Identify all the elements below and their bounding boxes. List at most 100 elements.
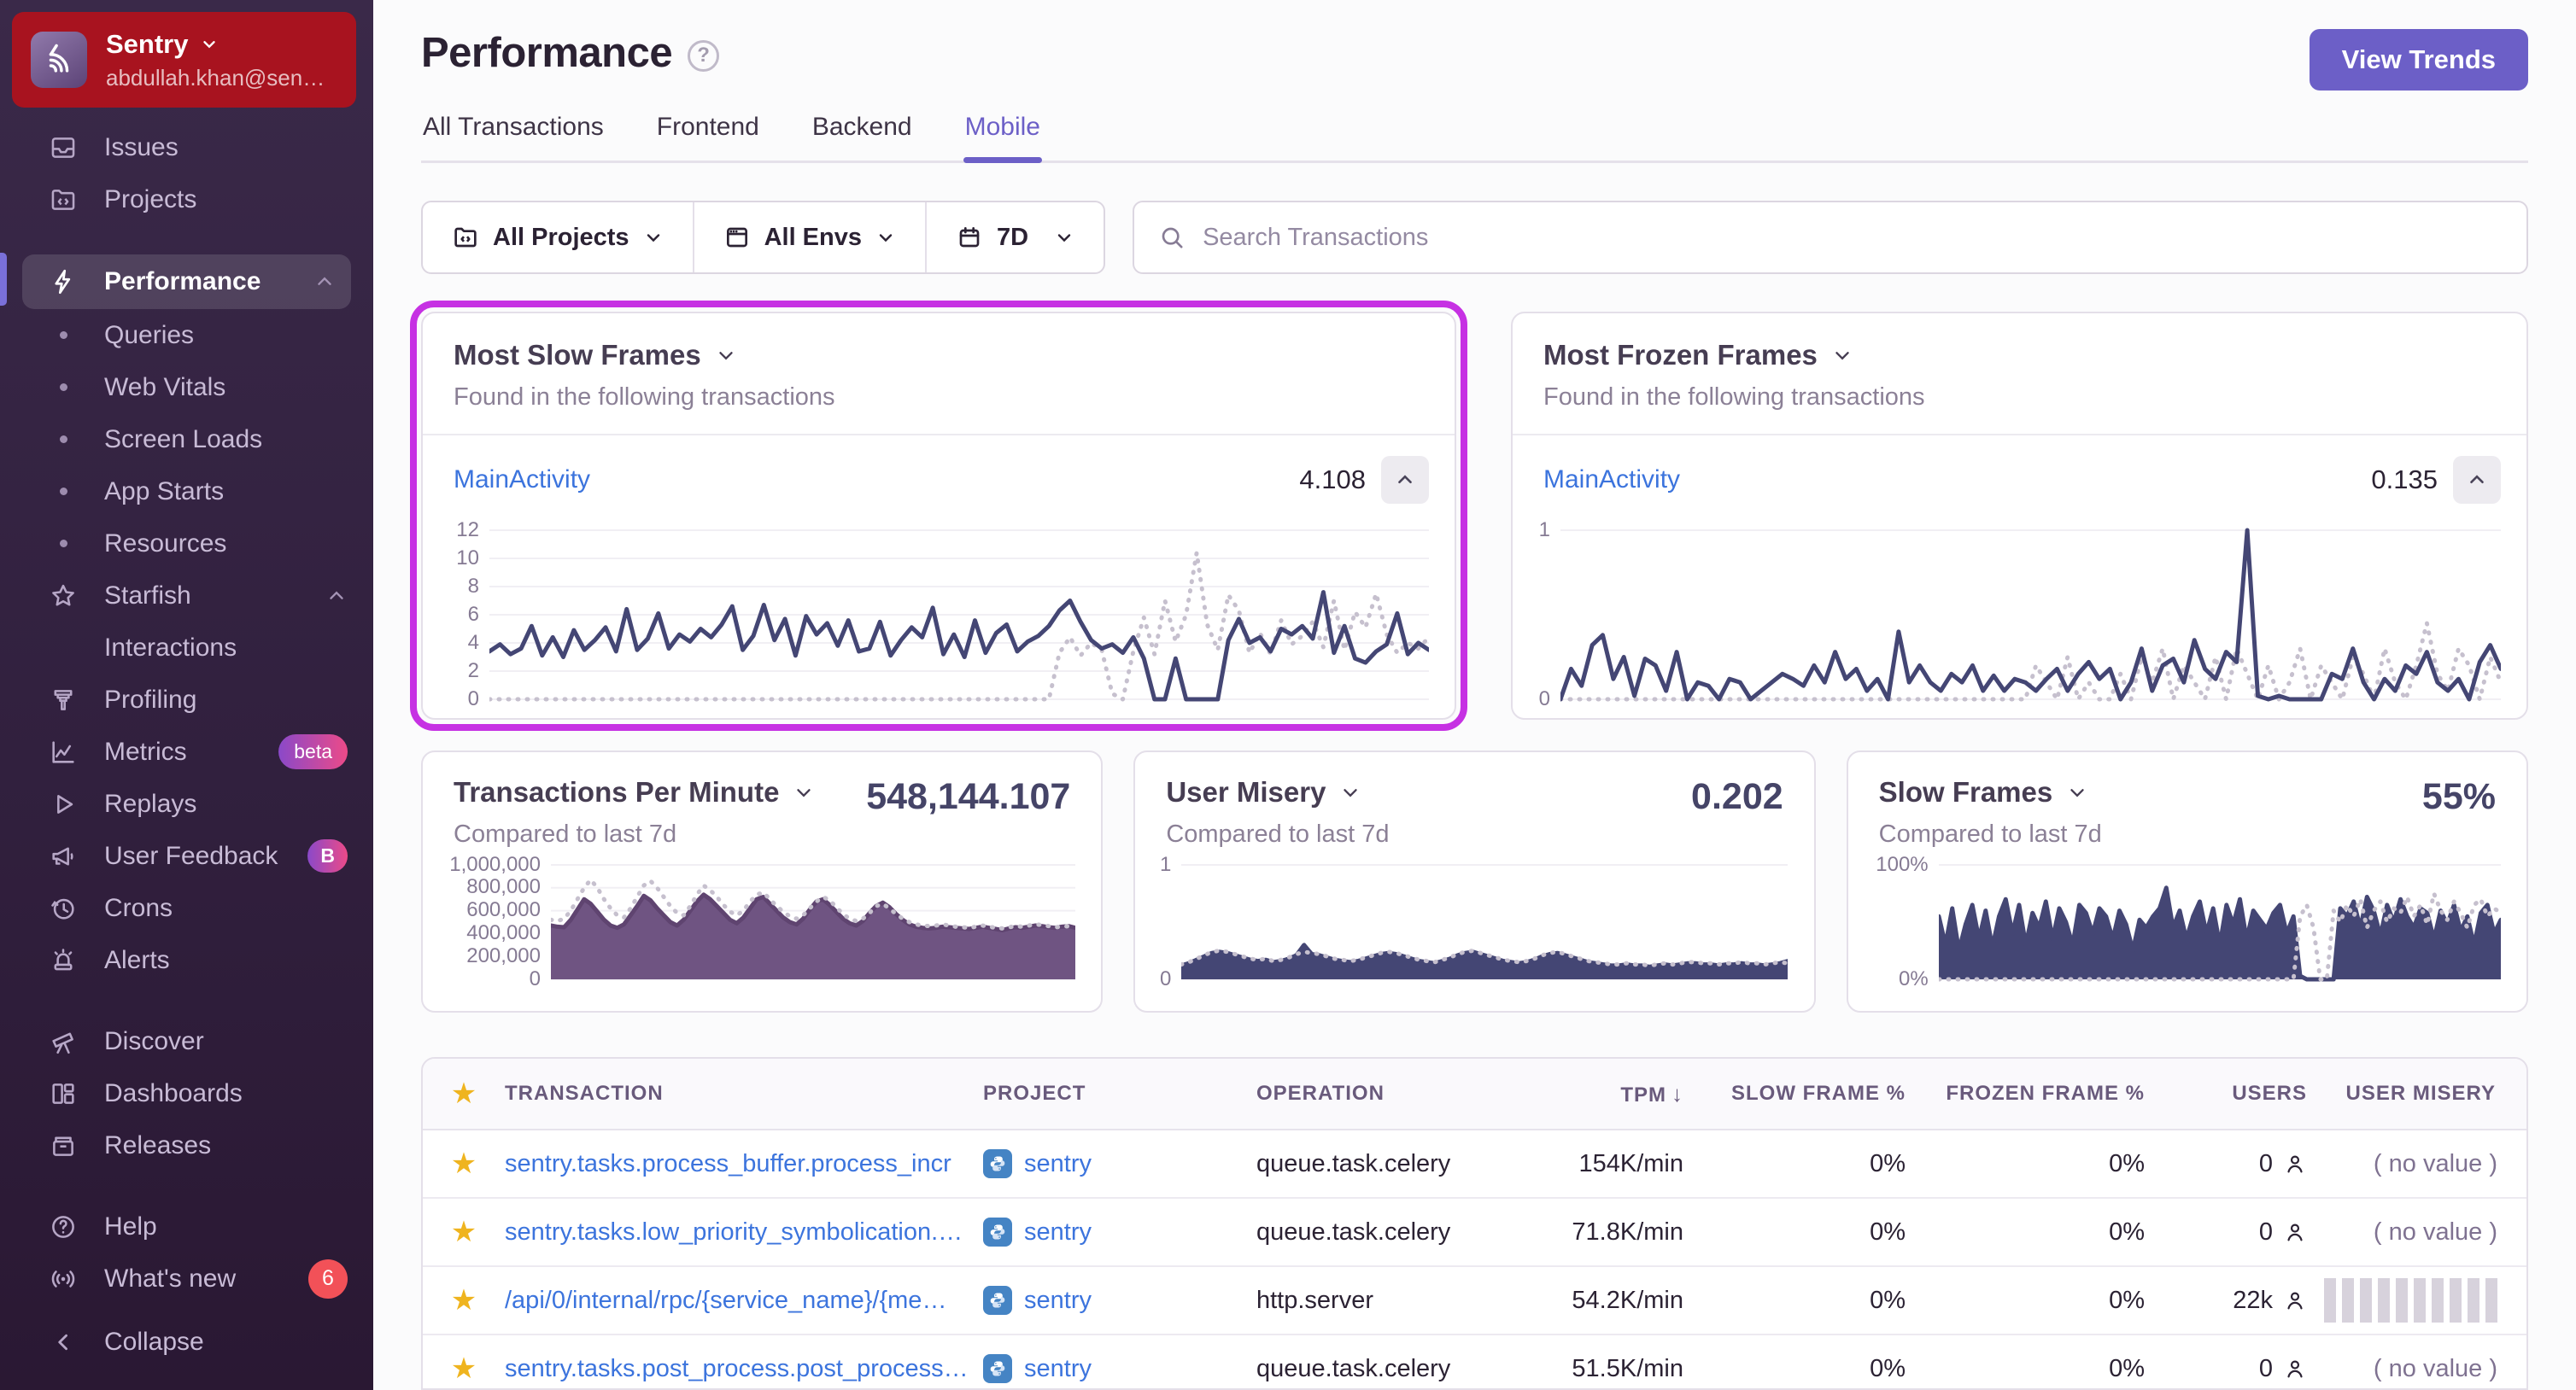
filter-bar: All Projects All Envs 7D <box>421 201 2528 274</box>
widget-big-value: 0.202 <box>1691 775 1783 817</box>
chevron-down-icon[interactable] <box>793 781 815 803</box>
sidebar-item-performance[interactable]: Performance <box>22 254 351 309</box>
sidebar-item-starfish[interactable]: Starfish <box>0 569 373 622</box>
series-previous-period <box>1560 621 2501 702</box>
chevron-down-icon[interactable] <box>1339 781 1361 803</box>
tab-mobile[interactable]: Mobile <box>963 113 1043 163</box>
sidebar-item-dashboards[interactable]: Dashboards <box>0 1067 373 1119</box>
table-row: ★ /api/0/internal/rpc/{service_name}/{me…… <box>423 1267 2526 1336</box>
column-header-slow-frame[interactable]: SLOW FRAME % <box>1731 1082 1906 1106</box>
transaction-link[interactable]: MainActivity <box>454 465 591 494</box>
python-icon <box>983 1218 1012 1247</box>
sidebar-item-app-starts[interactable]: App Starts <box>0 465 373 517</box>
favorite-star-icon[interactable]: ★ <box>450 1148 477 1181</box>
search-input[interactable] <box>1203 223 2503 252</box>
sidebar-item-resources[interactable]: Resources <box>0 517 373 569</box>
environment-filter[interactable]: All Envs <box>692 202 925 272</box>
collapse-row-button[interactable] <box>1381 456 1429 504</box>
user-icon <box>2287 1360 2303 1378</box>
sidebar-collapse-button[interactable]: Collapse <box>0 1316 373 1368</box>
chevron-down-icon[interactable] <box>2066 781 2088 803</box>
megaphone-icon <box>44 842 82 871</box>
transaction-link[interactable]: /api/0/internal/rpc/{service_name}/{me… <box>505 1286 947 1314</box>
sidebar-item-metrics[interactable]: Metrics beta <box>0 726 373 778</box>
column-header-transaction[interactable]: TRANSACTION <box>505 1082 664 1106</box>
users-cell: 22k <box>2233 1287 2307 1315</box>
chevron-up-icon <box>318 277 331 285</box>
python-icon <box>983 1354 1012 1384</box>
project-filter[interactable]: All Projects <box>423 202 693 272</box>
column-header-project[interactable]: PROJECT <box>983 1082 1086 1106</box>
widget-title: Most Frozen Frames <box>1543 339 1818 371</box>
transactions-table: ★ TRANSACTION PROJECT OPERATION TPM ↓ SLO… <box>421 1057 2528 1390</box>
widget-title: Slow Frames <box>1878 775 2053 808</box>
sidebar-item-whats-new[interactable]: What's new 6 <box>0 1253 373 1305</box>
slow-frame-cell: 0% <box>1870 1286 1906 1314</box>
transaction-link[interactable]: sentry.tasks.process_buffer.process_incr <box>505 1149 951 1177</box>
tab-all-transactions[interactable]: All Transactions <box>423 113 604 141</box>
org-switcher[interactable]: Sentry abdullah.khan@sen… <box>12 12 356 108</box>
tab-frontend[interactable]: Frontend <box>656 113 759 141</box>
sidebar-item-screen-loads[interactable]: Screen Loads <box>0 413 373 465</box>
chevron-down-icon[interactable] <box>1831 344 1853 366</box>
sidebar-item-replays[interactable]: Replays <box>0 778 373 830</box>
most-slow-frames-chart: 12 10 8 6 4 2 0 <box>423 518 1455 710</box>
transaction-link[interactable]: sentry.tasks.low_priority_symbolication.… <box>505 1218 963 1246</box>
sidebar-item-issues[interactable]: Issues <box>0 121 373 173</box>
date-range-filter[interactable]: 7D <box>925 202 1104 272</box>
column-header-tpm[interactable]: TPM ↓ <box>1620 1080 1683 1107</box>
sidebar-item-interactions[interactable]: Interactions <box>0 622 373 674</box>
view-trends-button[interactable]: View Trends <box>2309 29 2528 91</box>
column-header-operation[interactable]: OPERATION <box>1256 1082 1385 1106</box>
help-icon[interactable]: ? <box>688 39 720 72</box>
sidebar-item-label: Profiling <box>104 685 197 714</box>
sidebar-item-queries[interactable]: Queries <box>0 309 373 361</box>
table-body: ★ sentry.tasks.process_buffer.process_inc… <box>423 1130 2526 1388</box>
transaction-link[interactable]: sentry.tasks.post_process.post_process… <box>505 1354 969 1382</box>
siren-icon <box>44 946 82 975</box>
sidebar-item-alerts[interactable]: Alerts <box>0 934 373 986</box>
column-header-user-misery[interactable]: USER MISERY <box>2345 1082 2496 1106</box>
user-icon <box>2287 1155 2303 1173</box>
sidebar-item-projects[interactable]: Projects <box>0 173 373 225</box>
user-misery-cell: ( no value ) <box>2373 1149 2497 1177</box>
project-link[interactable]: sentry <box>1024 1354 1092 1382</box>
widget-subtitle: Compared to last 7d <box>1166 820 1390 848</box>
users-cell: 0 <box>2259 1150 2307 1178</box>
favorite-star-header-icon[interactable]: ★ <box>450 1078 477 1111</box>
chevron-down-icon[interactable] <box>715 344 737 366</box>
project-link[interactable]: sentry <box>1024 1149 1092 1177</box>
sidebar-item-crons[interactable]: Crons <box>0 882 373 934</box>
favorite-star-icon[interactable]: ★ <box>450 1216 477 1249</box>
sidebar-item-web-vitals[interactable]: Web Vitals <box>0 361 373 413</box>
sidebar-item-releases[interactable]: Releases <box>0 1119 373 1171</box>
column-header-users[interactable]: USERS <box>2232 1082 2307 1106</box>
favorite-star-icon[interactable]: ★ <box>450 1352 477 1386</box>
y-axis-tick: 400,000 <box>466 920 541 944</box>
sidebar-item-profiling[interactable]: Profiling <box>0 674 373 726</box>
main-content: Performance ? View Trends All Transactio… <box>373 0 2576 1390</box>
transaction-link[interactable]: MainActivity <box>1543 465 1681 494</box>
favorite-star-icon[interactable]: ★ <box>450 1284 477 1317</box>
collapse-row-button[interactable] <box>2453 456 2501 504</box>
column-header-frozen-frame[interactable]: FROZEN FRAME % <box>1946 1082 2145 1106</box>
sidebar-item-label: What's new <box>104 1264 237 1293</box>
series-previous-period <box>551 877 1075 931</box>
bullet-icon <box>44 540 82 547</box>
chevron-up-icon <box>1398 475 1412 484</box>
sidebar-item-user-feedback[interactable]: User Feedback B <box>0 830 373 882</box>
project-link[interactable]: sentry <box>1024 1218 1092 1246</box>
table-row: ★ sentry.tasks.low_priority_symbolication… <box>423 1199 2526 1268</box>
y-axis-tick: 1 <box>1538 518 1550 541</box>
slow-frame-cell: 0% <box>1870 1354 1906 1382</box>
sidebar-item-label: Releases <box>104 1130 212 1159</box>
sidebar-item-help[interactable]: Help <box>0 1200 373 1253</box>
python-icon <box>983 1286 1012 1316</box>
project-link[interactable]: sentry <box>1024 1286 1092 1314</box>
tpm-cell: 54.2K/min <box>1572 1286 1683 1314</box>
tab-backend[interactable]: Backend <box>811 113 912 141</box>
user-icon <box>2287 1224 2303 1241</box>
sidebar-item-discover[interactable]: Discover <box>0 1015 373 1067</box>
